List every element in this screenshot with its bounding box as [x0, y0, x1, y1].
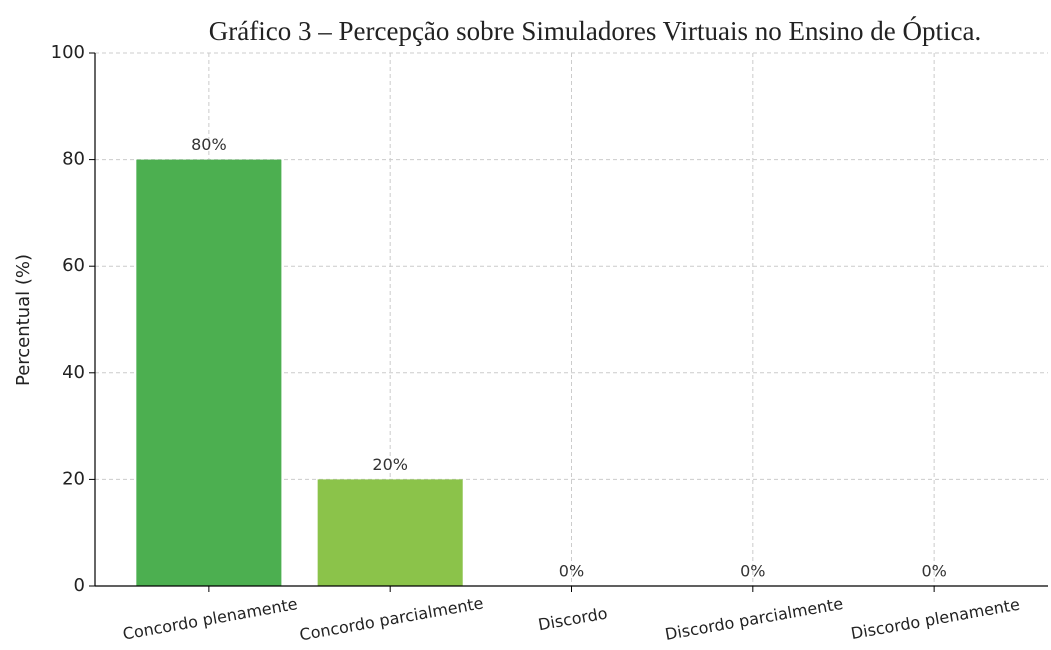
bar	[136, 159, 282, 586]
x-tick-label: Discordo plenamente	[849, 595, 1021, 643]
data-label: 0%	[921, 562, 946, 581]
data-label: 0%	[559, 562, 584, 581]
y-tick-label: 80	[62, 149, 85, 170]
y-tick-label: 60	[62, 255, 85, 276]
x-tick-label: Concordo parcialmente	[298, 593, 485, 644]
x-tick-label: Concordo plenamente	[121, 594, 299, 643]
y-tick-label: 20	[62, 468, 85, 489]
bar	[317, 479, 463, 586]
data-label: 20%	[372, 455, 408, 474]
y-tick-label: 40	[62, 362, 85, 383]
data-label: 80%	[191, 135, 227, 154]
x-tick-label: Discordo	[537, 603, 609, 634]
data-label: 0%	[740, 562, 765, 581]
y-tick-label: 0	[74, 575, 85, 596]
x-tick-label: Discordo parcialmente	[664, 594, 845, 644]
y-axis-label: Percentual (%)	[13, 254, 34, 386]
chart-title: Gráfico 3 – Percepção sobre Simuladores …	[209, 16, 981, 46]
y-tick-label: 100	[51, 42, 85, 63]
